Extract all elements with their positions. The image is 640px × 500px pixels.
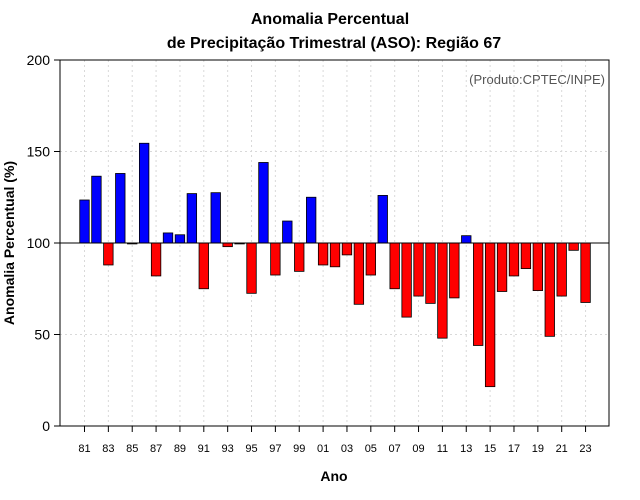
- chart-title: Anomalia Percentual: [251, 11, 409, 28]
- x-tick-label: 15: [484, 443, 496, 455]
- bar-2019: [532, 242, 543, 291]
- x-tick-label: 23: [579, 443, 591, 455]
- x-tick-label: 03: [341, 443, 353, 455]
- bar-1987: [150, 242, 162, 277]
- bar-1986: [138, 142, 150, 244]
- bar-2022: [568, 242, 579, 251]
- y-tick-label: 50: [34, 327, 50, 343]
- bar-2021: [556, 242, 567, 297]
- bar-1991: [198, 242, 209, 290]
- bar-2006: [377, 195, 388, 244]
- x-tick-label: 89: [174, 443, 186, 455]
- x-axis: 81 83 85 87 89 91 93 95 97 99 01 03 05 07 09 11 13 15 17 19…: [78, 426, 592, 455]
- x-tick-label: 07: [389, 443, 401, 455]
- y-tick-label: 0: [42, 418, 50, 434]
- bar-2005: [365, 242, 376, 276]
- x-tick-label: 99: [293, 443, 305, 455]
- y-axis-label: Anomalia Percentual (%): [1, 161, 17, 325]
- bar-2009: [413, 242, 424, 297]
- bar-1984: [115, 173, 126, 244]
- bar-2020: [544, 242, 555, 337]
- x-tick-label: 21: [556, 443, 568, 455]
- x-tick-label: 05: [365, 443, 377, 455]
- x-tick-label: 09: [412, 443, 424, 455]
- bar-1992: [210, 192, 221, 244]
- x-tick-label: 01: [317, 443, 329, 455]
- bar-1995: [246, 242, 257, 294]
- y-axis: 0 50 100 150 200: [27, 52, 60, 434]
- y-tick-label: 150: [27, 144, 51, 160]
- x-tick-label: 87: [150, 443, 162, 455]
- bar-2010: [425, 242, 436, 304]
- bar-2000: [306, 196, 317, 244]
- bar-2012: [449, 242, 460, 299]
- x-tick-label: 11: [437, 443, 448, 455]
- x-tick-label: 95: [245, 443, 257, 455]
- bar-2018: [520, 242, 532, 270]
- bar-1983: [103, 242, 114, 266]
- x-tick-label: 19: [532, 443, 544, 455]
- bar-1998: [282, 220, 293, 244]
- bar-2007: [389, 242, 400, 290]
- bar-1989: [174, 234, 186, 244]
- y-tick-label: 200: [27, 52, 51, 68]
- bars-group: [79, 142, 591, 388]
- bar-2002: [329, 242, 341, 268]
- bar-2015: [484, 242, 496, 388]
- x-tick-label: 83: [102, 443, 114, 455]
- bar-1982: [91, 175, 102, 244]
- bar-1999: [294, 242, 305, 272]
- x-tick-label: 85: [126, 443, 138, 455]
- bar-1997: [270, 242, 281, 276]
- bar-2008: [401, 242, 412, 318]
- bar-2003: [341, 242, 353, 256]
- x-tick-label: 93: [222, 443, 234, 455]
- bar-1990: [186, 193, 198, 244]
- product-credit: (Produto:CPTEC/INPE): [469, 72, 605, 87]
- x-axis-label: Ano: [320, 468, 347, 484]
- bar-1988: [162, 232, 174, 244]
- bar-2023: [580, 242, 591, 303]
- bar-1996: [258, 162, 269, 244]
- bar-2004: [353, 242, 365, 305]
- chart-subtitle: de Precipitação Trimestral (ASO): Região…: [167, 35, 501, 52]
- x-tick-label: 17: [508, 443, 520, 455]
- bar-2013: [461, 235, 472, 244]
- bar-2014: [473, 242, 484, 346]
- x-tick-label: 91: [198, 443, 210, 455]
- bar-1981: [79, 199, 90, 244]
- bar-2001: [317, 242, 329, 266]
- bar-1993: [222, 242, 233, 248]
- x-tick-label: 13: [460, 443, 472, 455]
- y-tick-label: 100: [27, 235, 51, 251]
- bar-2016: [496, 242, 508, 292]
- x-tick-label: 81: [78, 443, 90, 455]
- bar-2017: [508, 242, 520, 277]
- x-tick-label: 97: [269, 443, 281, 455]
- bar-2011: [437, 242, 448, 339]
